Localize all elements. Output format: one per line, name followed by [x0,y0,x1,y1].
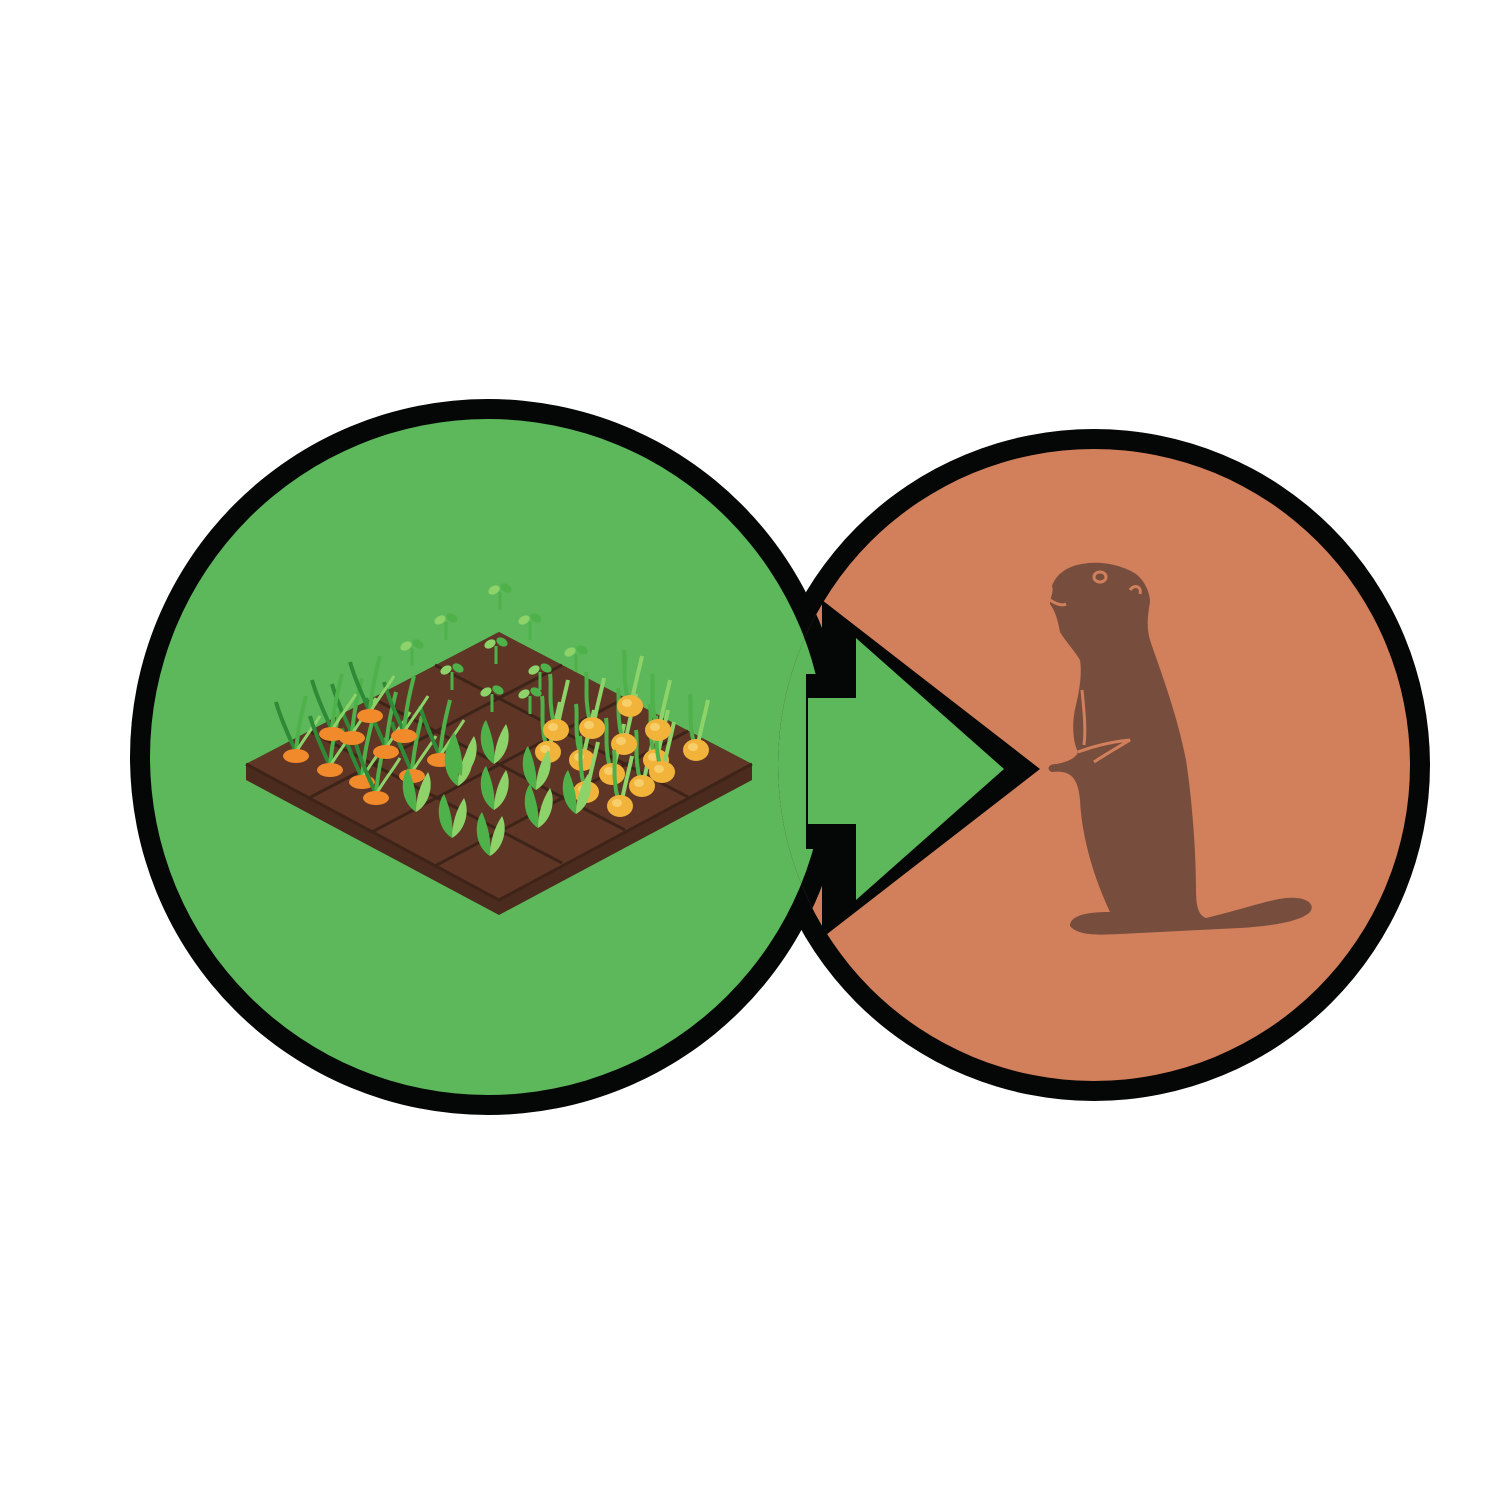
leafy-green-plant [480,766,509,810]
seedling-plant [518,613,542,640]
leafy-green-plant [480,720,509,764]
onion-plant [579,671,606,739]
arrow-right-icon [806,600,1040,938]
seedling-plant [518,687,542,714]
seedling-plant [484,637,508,664]
carrot-plant [274,695,322,763]
carrot-plant [354,737,402,805]
onion-plant [543,673,570,741]
onion-plant [607,749,634,817]
seedling-plant [488,583,512,610]
onion-plant [617,649,644,717]
leafy-green-plant [402,768,431,812]
seedling-plant [480,685,504,712]
leafy-green-plant [562,770,591,814]
groundhog-icon [1048,562,1312,935]
seedling-plant [564,645,588,672]
leafy-green-plant [524,784,553,828]
onion-plant [683,693,710,761]
seedling-plant [434,613,458,640]
seedling-plant [440,663,464,690]
leafy-green-plant [522,746,551,790]
seedling-plant [528,663,552,690]
carrot-plant [382,675,430,743]
leafy-green-plant [476,812,505,856]
carrot-plant [310,673,358,741]
leafy-green-plant [438,794,467,838]
carrot-plant [348,655,396,723]
seedling-plant [400,639,424,666]
vegetable-garden-icon [245,583,753,915]
onion-plant [645,673,672,741]
leafy-green-plant [448,732,477,776]
